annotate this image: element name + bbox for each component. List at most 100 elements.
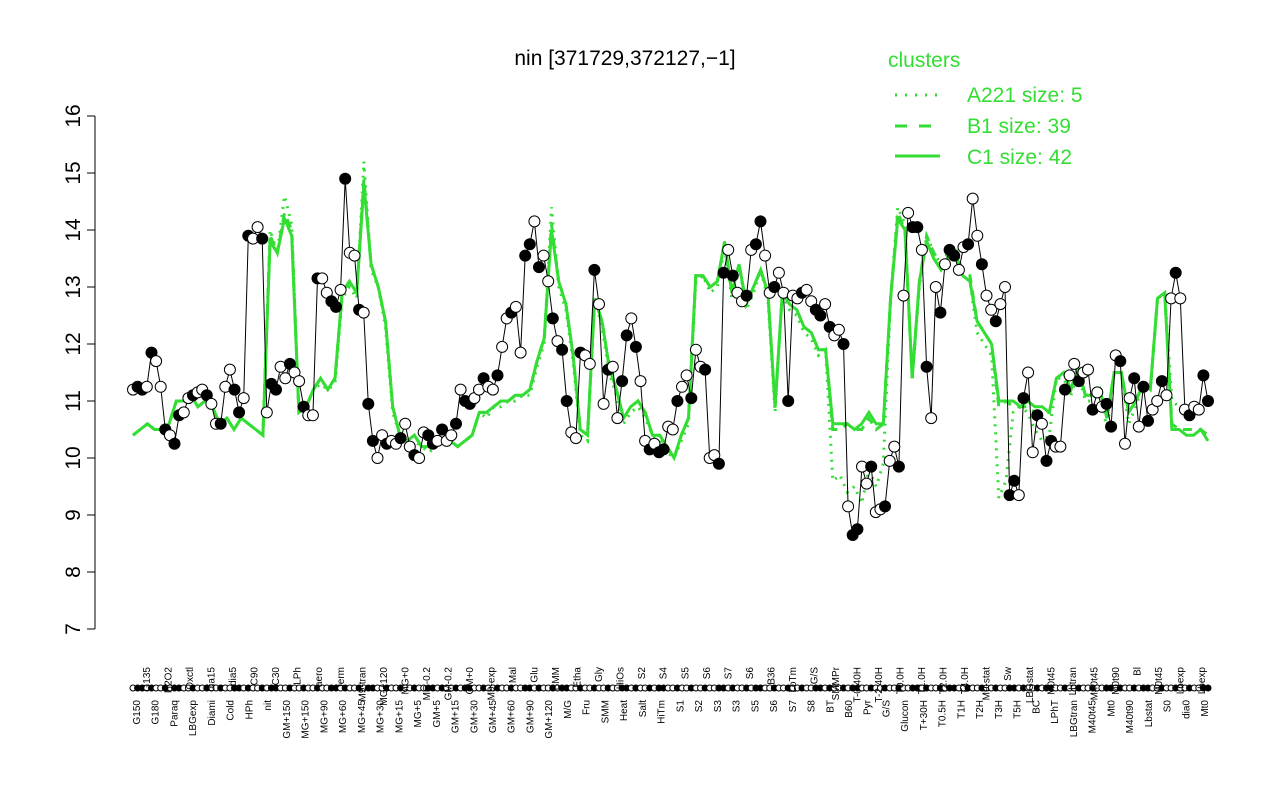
data-point bbox=[842, 500, 855, 513]
data-point bbox=[251, 221, 264, 234]
data-point bbox=[1026, 446, 1039, 459]
y-tick-label: 7 bbox=[62, 623, 85, 635]
data-point bbox=[606, 360, 619, 373]
data-point bbox=[306, 409, 319, 422]
x-tick-label: dia0 bbox=[1181, 700, 1192, 719]
data-point bbox=[837, 338, 850, 350]
data-point bbox=[1123, 392, 1136, 405]
legend: clusters A221 size: 5 B1 size: 39 C1 siz… bbox=[888, 49, 1083, 169]
data-point bbox=[362, 397, 375, 410]
x-tick-label: Mal bbox=[508, 667, 519, 683]
data-point bbox=[699, 363, 712, 376]
x-tick-label: SMM bbox=[600, 700, 611, 723]
data-point bbox=[154, 380, 167, 393]
x-tick-label: MG+30 bbox=[376, 700, 387, 734]
x-tick-label: Lbexp bbox=[1176, 667, 1187, 695]
x-tick-label: MG+90 bbox=[319, 700, 330, 734]
data-point bbox=[1008, 474, 1021, 487]
x-tick-label: C30 bbox=[271, 667, 282, 686]
x-tick-label: S3 bbox=[713, 700, 724, 713]
chart-title: nin [371729,372127,−1] bbox=[514, 47, 735, 70]
x-tick-label: Gly bbox=[594, 667, 605, 682]
data-point bbox=[293, 375, 306, 388]
data-point bbox=[1202, 395, 1214, 407]
x-tick-label: T0.0H bbox=[896, 667, 907, 694]
x-tick-label: GM+60 bbox=[507, 700, 518, 734]
points-layer bbox=[127, 172, 1214, 541]
legend-label-c1: C1 size: 42 bbox=[967, 146, 1072, 169]
data-point bbox=[454, 383, 467, 396]
x-tick-label: S6 bbox=[769, 700, 780, 713]
x-tick-label: G180 bbox=[151, 700, 162, 725]
y-tick-label: 12 bbox=[62, 332, 85, 355]
data-point bbox=[819, 298, 832, 311]
data-point bbox=[1017, 392, 1030, 405]
data-point bbox=[542, 275, 555, 288]
x-tick-label: S0 bbox=[1163, 700, 1174, 713]
x-tick-label: HiOs bbox=[616, 667, 627, 689]
x-tick-label: Oxctl bbox=[185, 667, 196, 690]
x-tick-label: nit bbox=[263, 700, 274, 711]
data-point bbox=[1068, 357, 1081, 370]
data-point bbox=[509, 300, 522, 313]
y-tick-label: 13 bbox=[62, 275, 85, 298]
data-point bbox=[680, 369, 693, 382]
data-point bbox=[888, 440, 901, 453]
data-point bbox=[593, 298, 605, 311]
x-tick-label: Fru bbox=[582, 700, 593, 715]
x-tick-label: Lbtran bbox=[1068, 667, 1079, 695]
data-point bbox=[740, 289, 753, 302]
x-tick-label: S6 bbox=[702, 667, 713, 680]
data-point bbox=[929, 281, 942, 293]
data-point bbox=[676, 380, 688, 393]
x-tick-label: M0t45 bbox=[1046, 667, 1057, 695]
data-point bbox=[279, 372, 292, 385]
data-point bbox=[1142, 414, 1154, 427]
data-point bbox=[583, 357, 596, 370]
x-tick-label: MG+5 bbox=[413, 700, 424, 728]
y-tick-label: 15 bbox=[62, 161, 85, 184]
data-point bbox=[168, 437, 181, 450]
x-tick-label: Lbstat bbox=[1144, 700, 1155, 727]
x-tick-label: T1.0H bbox=[917, 667, 928, 694]
data-point bbox=[1174, 292, 1187, 305]
data-point bbox=[629, 340, 642, 353]
x-tick-label: Diami bbox=[207, 700, 218, 726]
data-point bbox=[772, 266, 785, 279]
x-tick-label: S2 bbox=[637, 667, 648, 680]
expression-line bbox=[132, 178, 1209, 537]
x-tick-label: LBGtran bbox=[1069, 700, 1080, 737]
x-tick-label: Glu bbox=[530, 667, 541, 683]
data-point bbox=[523, 238, 536, 251]
x-tick-label: GM+5 bbox=[432, 700, 443, 728]
data-point bbox=[1137, 380, 1150, 393]
data-point bbox=[616, 375, 629, 388]
data-point bbox=[1119, 437, 1131, 450]
data-point bbox=[1151, 395, 1164, 407]
series-line-c1 bbox=[132, 184, 1210, 462]
data-point bbox=[1114, 355, 1127, 368]
data-point bbox=[657, 443, 670, 456]
data-point bbox=[371, 452, 384, 464]
x-tick-label: S1 bbox=[675, 700, 686, 713]
x-tick-label: LPhT bbox=[1050, 700, 1061, 724]
x-tick-label: T3H bbox=[994, 700, 1005, 719]
x-tick-label: BT bbox=[825, 700, 836, 713]
x-tick-label: GM+90 bbox=[526, 700, 537, 734]
series-layer bbox=[132, 161, 1210, 509]
x-tick-label: T-0.40H bbox=[853, 667, 864, 703]
data-point bbox=[560, 395, 573, 407]
data-point bbox=[223, 363, 236, 376]
data-point bbox=[334, 283, 347, 296]
data-point bbox=[883, 454, 896, 467]
x-tick-label: S2 bbox=[694, 700, 705, 713]
data-point bbox=[749, 238, 762, 251]
data-point bbox=[939, 258, 951, 271]
data-point bbox=[1160, 389, 1173, 402]
x-tick-label: B60 bbox=[844, 700, 855, 718]
data-point bbox=[528, 215, 541, 228]
x-tick-label: T0.5H bbox=[938, 700, 949, 727]
data-point bbox=[1012, 489, 1025, 502]
x-tick-label: Mt0 bbox=[1106, 700, 1117, 717]
